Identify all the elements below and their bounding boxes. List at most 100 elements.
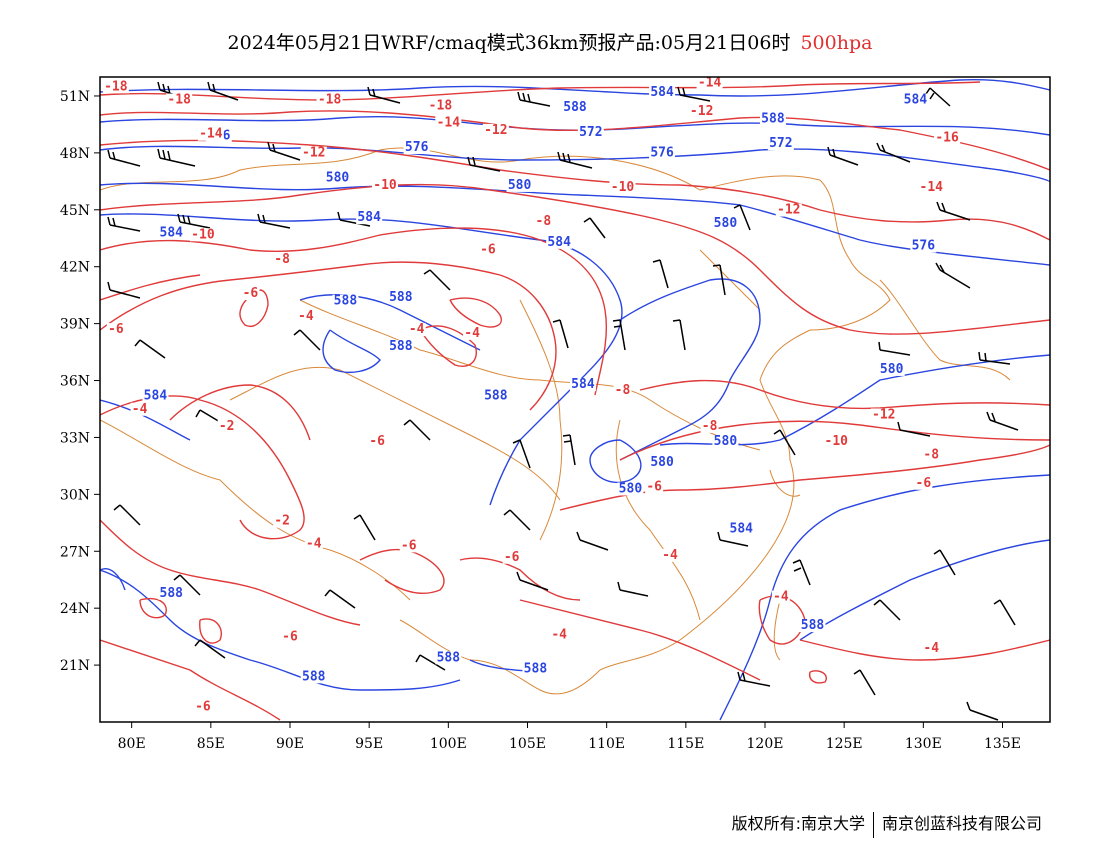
temperature-label-bg (435, 116, 462, 130)
height-contour-labels: 580 584 584 588 588 576 576 572 572 576 580 580 584 5… (142, 77, 945, 684)
temperature-label-bg (273, 252, 292, 266)
temperature-label: -18 (429, 98, 453, 113)
temperature-label: -8 (536, 214, 552, 229)
y-tick-label: 51N (60, 89, 90, 105)
y-tick-label: 24N (60, 601, 90, 617)
y-tick-label: 42N (60, 260, 90, 276)
height-label: 580 (326, 170, 350, 185)
y-tick-label: 33N (60, 430, 90, 446)
y-tick-label: 30N (60, 487, 90, 503)
temperature-label-bg (166, 93, 193, 107)
temperature-label: -6 (108, 322, 124, 337)
temperature-label: -6 (480, 242, 496, 257)
temperature-label: -6 (401, 538, 417, 553)
height-label: 584 (650, 85, 674, 100)
height-label-bg (759, 112, 786, 126)
height-label: 572 (769, 136, 792, 151)
x-tick-label: 115E (667, 736, 704, 752)
temperature-label: -4 (132, 402, 148, 417)
temperature-label-bg (688, 104, 715, 118)
height-label: 588 (302, 669, 326, 684)
temperature-label: -4 (464, 326, 480, 341)
temperature-label: -6 (369, 434, 385, 449)
height-label: 588 (389, 339, 413, 354)
temperature-label-bg (478, 243, 497, 257)
x-axis: 80E 85E 90E 95E 100E 105E 110E 115E 120E 125E 130E… (118, 722, 1021, 752)
y-tick-label: 36N (60, 374, 90, 390)
temperature-label: -12 (690, 104, 713, 119)
temperature-label: -6 (195, 700, 211, 715)
height-label: 580 (714, 216, 738, 231)
temperature-label: -4 (773, 590, 789, 605)
height-label: 584 (571, 377, 595, 392)
x-tick-label: 130E (905, 736, 942, 752)
height-label-bg (387, 290, 414, 304)
temperature-label-bg (463, 326, 482, 340)
temperature-label-bg (316, 93, 343, 107)
height-label-bg (918, 77, 945, 80)
temperature-contours (100, 81, 1050, 721)
height-label: 576 (912, 239, 936, 254)
temperature-label-bg (823, 435, 850, 449)
temperature-label-bg (427, 99, 454, 113)
height-label: 584 (904, 93, 928, 108)
temperature-label-bg (534, 214, 553, 228)
height-label-bg (332, 294, 359, 308)
temperature-label: -4 (409, 322, 425, 337)
temperature-label-bg (197, 127, 224, 141)
temperature-label-bg (914, 476, 933, 490)
temperature-label: -10 (611, 180, 635, 195)
temperature-label-bg (550, 628, 569, 642)
temperature-label: -4 (551, 628, 567, 643)
temperature-label-bg (771, 590, 790, 604)
height-label: 588 (437, 650, 461, 665)
height-label: 588 (160, 586, 184, 601)
height-label: 588 (563, 100, 587, 115)
height-label-bg (506, 178, 533, 192)
temperature-label: -12 (484, 123, 507, 138)
height-label-bg (324, 171, 351, 185)
temperature-label-bg (700, 419, 719, 433)
height-label: 584 (160, 225, 184, 240)
temperature-label-bg (296, 309, 315, 323)
temperature-contour-labels: -18 -18 -18 -18 -14 -14 -14 -12 -12 -16 -12 -10 -10 -… (102, 75, 961, 715)
temperature-label: -6 (646, 480, 662, 495)
temperature-label: -12 (872, 407, 895, 422)
temperature-label: -14 (698, 75, 722, 90)
x-tick-label: 85E (197, 736, 225, 752)
temperature-label: -18 (318, 93, 342, 108)
temperature-label-bg (775, 203, 802, 217)
temperature-label-bg (281, 630, 299, 644)
height-label-bg (712, 216, 739, 230)
temperature-label: -2 (219, 419, 235, 434)
temperature-label-bg (502, 550, 521, 564)
temperature-label-bg (407, 323, 426, 337)
height-label-bg (562, 101, 588, 115)
height-label-bg (799, 619, 826, 633)
temperature-label: -12 (302, 146, 325, 161)
temperature-label: -18 (104, 79, 128, 94)
height-label: 588 (389, 290, 413, 305)
temperature-label-bg (189, 228, 216, 242)
temperature-label: -8 (702, 419, 718, 434)
temperature-label: -10 (191, 227, 215, 242)
y-tick-label: 48N (60, 146, 90, 162)
height-label: 576 (650, 146, 674, 161)
temperature-label-bg (609, 180, 636, 194)
y-tick-label: 45N (60, 203, 90, 219)
height-label: 580 (619, 481, 643, 496)
title-level: 500hpa (800, 32, 873, 54)
height-label: 572 (579, 125, 602, 140)
footer: 版权所有:南京大学 南京创蓝科技有限公司 (732, 810, 1042, 838)
height-label: 588 (801, 618, 825, 633)
temperature-label-bg (102, 80, 129, 94)
x-tick-label: 125E (826, 736, 863, 752)
temperature-label: -4 (306, 536, 322, 551)
height-label: 584 (357, 210, 381, 225)
temperature-label: -16 (935, 131, 959, 146)
x-tick-label: 105E (509, 736, 546, 752)
height-label: 588 (524, 662, 548, 677)
height-label-bg (403, 140, 430, 154)
temperature-label: -4 (298, 309, 314, 324)
